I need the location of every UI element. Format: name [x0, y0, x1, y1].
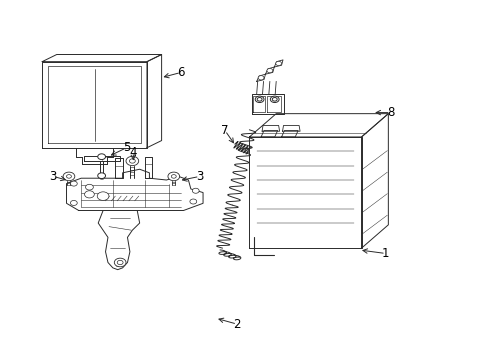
- Polygon shape: [115, 158, 122, 178]
- Circle shape: [258, 76, 264, 80]
- Polygon shape: [98, 211, 140, 270]
- Text: 2: 2: [233, 318, 241, 331]
- Text: 4: 4: [129, 145, 137, 158]
- Circle shape: [98, 173, 105, 179]
- Polygon shape: [265, 67, 274, 74]
- Circle shape: [66, 175, 71, 178]
- Circle shape: [114, 258, 126, 267]
- Text: 7: 7: [221, 124, 228, 137]
- Circle shape: [171, 175, 176, 178]
- Circle shape: [275, 61, 281, 66]
- Circle shape: [270, 96, 279, 103]
- Circle shape: [167, 172, 179, 181]
- Polygon shape: [274, 60, 283, 67]
- Text: 3: 3: [196, 170, 203, 183]
- Polygon shape: [253, 96, 265, 112]
- Polygon shape: [66, 169, 203, 211]
- Circle shape: [70, 181, 77, 186]
- Polygon shape: [282, 126, 300, 131]
- Circle shape: [189, 199, 196, 204]
- Text: 1: 1: [382, 247, 389, 260]
- Polygon shape: [262, 126, 279, 131]
- Circle shape: [257, 98, 262, 101]
- Polygon shape: [42, 54, 161, 62]
- Circle shape: [272, 98, 277, 101]
- Polygon shape: [42, 62, 147, 148]
- Polygon shape: [249, 137, 361, 248]
- Text: 3: 3: [50, 170, 57, 183]
- Circle shape: [97, 192, 109, 201]
- Circle shape: [70, 201, 77, 206]
- Circle shape: [266, 68, 272, 73]
- Polygon shape: [147, 54, 161, 148]
- Circle shape: [129, 159, 135, 163]
- Circle shape: [255, 96, 264, 103]
- Polygon shape: [261, 131, 277, 137]
- Text: 5: 5: [122, 141, 130, 154]
- Text: 8: 8: [386, 106, 394, 119]
- Polygon shape: [249, 114, 387, 137]
- Polygon shape: [144, 157, 152, 178]
- Polygon shape: [256, 74, 265, 81]
- Circle shape: [85, 184, 93, 190]
- Circle shape: [84, 191, 94, 198]
- Polygon shape: [251, 94, 283, 114]
- Polygon shape: [83, 156, 120, 161]
- Circle shape: [63, 172, 75, 181]
- Circle shape: [117, 260, 123, 265]
- Circle shape: [192, 188, 199, 193]
- Polygon shape: [267, 96, 281, 112]
- Polygon shape: [361, 114, 387, 248]
- Text: 6: 6: [177, 66, 184, 79]
- Circle shape: [98, 154, 105, 159]
- Circle shape: [126, 156, 139, 166]
- Polygon shape: [281, 131, 298, 137]
